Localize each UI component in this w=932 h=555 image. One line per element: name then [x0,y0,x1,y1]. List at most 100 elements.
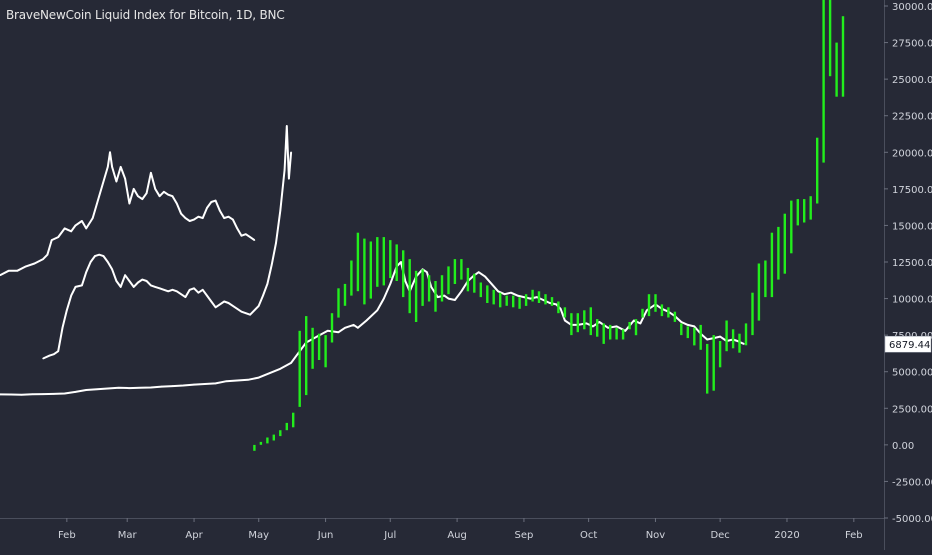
forecast-bar [253,444,256,451]
forecast-bar [369,241,372,299]
price-point [184,217,187,219]
forecast-bar [790,200,793,254]
price-point [158,195,161,197]
price-point [607,327,609,329]
forecast-bar [550,297,554,306]
forecast-bar [634,319,638,336]
price-point [158,287,161,290]
y-tick-label: -2500.00 [892,477,932,488]
forecast-bar [292,412,295,428]
x-tick-label: Jun [317,530,334,541]
forecast-bar [434,281,437,312]
forecast-bar [835,42,838,97]
forecast-bar [751,292,754,336]
forecast-bar [654,294,657,312]
price-point [171,195,174,197]
price-point [227,215,230,218]
price-point [70,230,72,233]
price-point [107,166,109,168]
price-point [145,192,148,194]
forecast-bar [803,199,806,223]
price-point [0,393,1,396]
y-tick-label: 0.00 [892,441,914,452]
price-point [128,387,131,389]
price-point [389,283,392,285]
forecast-bar [466,267,470,292]
price-point [63,392,66,395]
price-point [119,286,122,288]
forecast-bar [479,282,482,298]
price-point [182,384,185,387]
price-point [376,309,379,312]
price-point [210,201,213,203]
price-point [719,335,721,338]
forecast-bar [563,307,567,318]
price-point [74,391,77,393]
forecast-bar [647,294,651,317]
price-point [296,353,299,356]
price-point [316,335,318,338]
price-point [66,309,68,312]
price-point [111,166,113,168]
forecast-bar [673,311,677,322]
x-tick-label: 2020 [774,530,799,541]
forecast-bar [783,213,786,274]
forecast-bar [544,294,547,305]
price-point [223,217,225,219]
price-line-series-2 [42,125,293,360]
forecast-bar [473,273,476,293]
price-point [42,357,44,360]
price-point [81,284,83,287]
price-point [447,297,450,300]
last-price-label: 6879.44 [889,340,930,351]
price-point [598,321,601,323]
price-point [167,193,169,196]
x-tick-label: Aug [447,530,467,541]
price-point [257,376,260,379]
forecast-bar [667,307,670,318]
forecast-bar [706,343,709,394]
price-point [592,325,594,328]
forecast-bar [259,441,263,445]
forecast-bar [524,294,528,306]
price-point [117,387,120,389]
price-point [400,261,402,263]
price-point [266,283,269,285]
forecast-bar [628,322,631,330]
forecast-bar [609,324,612,340]
forecast-bar [641,308,644,318]
price-point [542,299,545,301]
price-point [20,394,23,396]
forecast-bar [583,310,586,330]
price-point [257,305,260,307]
forecast-bar [557,301,560,314]
forecast-bar [324,335,327,368]
forecast-bar [343,283,347,306]
price-point [249,313,251,316]
price-point [98,253,100,256]
forecast-bar [596,319,599,337]
price-point [163,191,165,193]
price-point [240,234,243,237]
price-point [132,286,135,288]
forecast-bar [796,199,799,226]
price-point [245,233,247,235]
price-point [102,255,105,257]
price-point [61,327,64,329]
x-tick-label: Sep [515,530,534,541]
price-point [201,217,204,219]
price-point [150,284,152,287]
price-point [193,383,195,386]
price-point [404,280,407,282]
price-point [206,294,208,297]
price-point [115,280,118,282]
price-point [31,393,34,396]
price-point [128,280,131,282]
price-point [236,379,238,382]
chart-title: BraveNewCoin Liquid Index for Bitcoin, 1… [6,8,285,22]
price-point [171,385,174,387]
forecast-bar [486,285,489,303]
price-point [529,297,532,300]
forecast-bar [621,329,625,340]
